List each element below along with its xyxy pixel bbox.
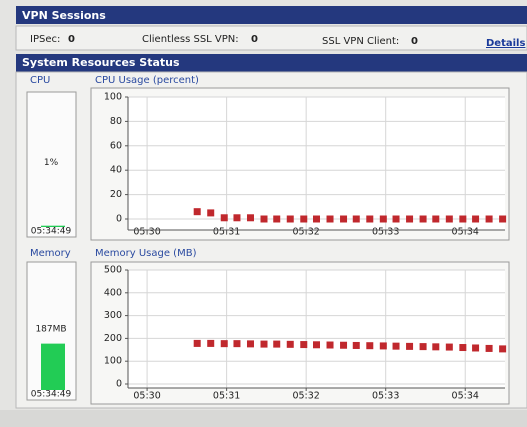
data-point (352, 215, 360, 223)
data-point (485, 215, 493, 223)
y-tick-label: 40 (110, 165, 122, 176)
data-point (193, 339, 201, 347)
vpn-value: 0 (411, 36, 418, 47)
vpn-header-bar (16, 6, 527, 24)
vpn-label: SSL VPN Client: (322, 36, 399, 47)
data-point (220, 340, 228, 348)
data-point (286, 340, 294, 348)
data-point (406, 342, 414, 350)
chart-title: CPU Usage (percent) (95, 75, 199, 86)
data-point (207, 209, 215, 217)
data-point (233, 340, 241, 348)
data-point (233, 214, 241, 222)
data-point (406, 215, 414, 223)
vpn-row (15, 25, 527, 51)
data-point (392, 215, 400, 223)
y-tick-label: 60 (110, 140, 122, 151)
resources-header-bar (16, 54, 527, 72)
vpn-value: 0 (68, 34, 75, 45)
data-point (432, 215, 440, 223)
data-point (286, 215, 294, 223)
data-point (352, 341, 360, 349)
y-tick-label: 100 (104, 92, 122, 103)
data-point (445, 343, 453, 351)
gauge-time: 05:34:49 (31, 390, 72, 400)
chart-title: Memory Usage (MB) (95, 248, 197, 259)
gauge-value: 187MB (35, 325, 66, 335)
data-point (419, 215, 427, 223)
data-point (246, 214, 254, 222)
y-tick-label: 300 (104, 310, 122, 321)
data-point (499, 215, 507, 223)
data-point (392, 342, 400, 350)
x-tick-label: 05:31 (213, 391, 240, 402)
data-point (193, 208, 201, 216)
data-point (485, 344, 493, 352)
data-point (432, 343, 440, 351)
data-point (300, 215, 308, 223)
data-point (472, 215, 480, 223)
data-point (260, 215, 268, 223)
data-point (340, 341, 348, 349)
data-point (472, 344, 480, 352)
data-point (246, 340, 254, 348)
data-point (445, 215, 453, 223)
data-point (340, 215, 348, 223)
vpn-title: VPN Sessions (22, 9, 106, 22)
vpn-label: Clientless SSL VPN: (142, 34, 239, 45)
plot-area (128, 97, 505, 230)
data-point (220, 214, 228, 222)
data-point (260, 340, 268, 348)
gauge-bar (41, 225, 65, 227)
gauge-value: 1% (44, 158, 59, 168)
gauge-label: Memory (30, 248, 71, 259)
data-point (273, 215, 281, 223)
data-point (207, 339, 215, 347)
data-point (326, 341, 334, 349)
status-strip (0, 410, 527, 427)
gauge-box (26, 91, 77, 238)
y-tick-label: 400 (104, 287, 122, 298)
data-point (326, 215, 334, 223)
data-point (366, 215, 374, 223)
x-tick-label: 05:33 (372, 391, 399, 402)
y-tick-label: 20 (110, 189, 122, 200)
y-tick-label: 100 (104, 356, 122, 367)
data-point (499, 345, 507, 353)
data-point (366, 342, 374, 350)
y-tick-label: 200 (104, 333, 122, 344)
x-tick-label: 05:32 (292, 391, 319, 402)
gauge-time: 05:34:49 (31, 227, 72, 237)
data-point (300, 341, 308, 349)
data-point (313, 341, 320, 349)
gauge-bar (41, 343, 65, 390)
details-link[interactable]: Details (486, 38, 525, 49)
resources-title: System Resources Status (22, 56, 180, 69)
y-tick-label: 0 (116, 214, 122, 225)
y-tick-label: 500 (104, 265, 122, 276)
gauge-label: CPU (30, 75, 50, 86)
data-point (313, 215, 320, 223)
vpn-label: IPSec: (30, 34, 60, 45)
y-tick-label: 0 (116, 379, 122, 390)
vpn-value: 0 (251, 34, 258, 45)
x-tick-label: 05:30 (133, 391, 160, 402)
x-tick-label: 05:34 (452, 391, 479, 402)
data-point (459, 344, 467, 352)
data-point (379, 215, 387, 223)
data-point (379, 342, 387, 350)
plot-area (128, 270, 505, 388)
data-point (459, 215, 467, 223)
data-point (273, 340, 281, 348)
data-point (419, 343, 427, 351)
y-tick-label: 80 (110, 116, 122, 127)
